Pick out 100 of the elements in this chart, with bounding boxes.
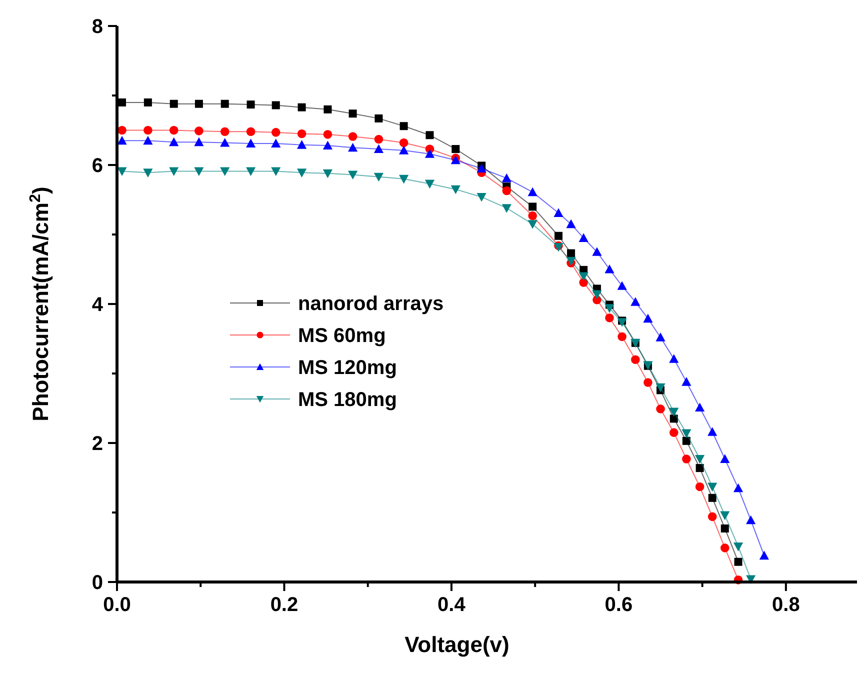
point: [348, 142, 358, 152]
point: [578, 233, 588, 242]
point: [399, 174, 409, 184]
point: [271, 167, 281, 176]
point: [554, 208, 564, 217]
point: [682, 436, 690, 445]
legend-label: nanorod arrays: [298, 293, 444, 315]
point: [144, 98, 152, 106]
point: [452, 145, 460, 154]
point: [374, 114, 383, 122]
point: [220, 167, 230, 176]
point: [144, 126, 152, 135]
point: [708, 512, 717, 522]
point: [194, 137, 204, 146]
x-axis-title: Voltage(v): [404, 632, 510, 657]
point: [169, 126, 178, 135]
point: [733, 483, 744, 492]
point: [118, 126, 126, 135]
point: [670, 414, 678, 423]
point: [118, 98, 126, 106]
point: [631, 355, 640, 364]
point: [682, 377, 692, 386]
point: [720, 454, 730, 463]
point: [348, 132, 358, 141]
point: [643, 314, 653, 323]
point: [476, 164, 486, 172]
y-tick-label: 8: [92, 16, 103, 38]
point: [272, 101, 280, 110]
point: [117, 136, 127, 145]
point: [271, 138, 281, 148]
point: [528, 211, 537, 220]
point: [578, 272, 588, 281]
point: [630, 297, 640, 306]
point: [682, 454, 691, 464]
point: [143, 168, 153, 178]
point: [143, 136, 153, 145]
point: [246, 100, 255, 109]
point: [400, 122, 408, 130]
point: [644, 378, 652, 387]
point: [528, 187, 538, 196]
legend-label: MS 180mg: [298, 389, 397, 411]
point: [297, 129, 306, 138]
point: [296, 140, 307, 149]
point: [617, 281, 627, 290]
point: [502, 186, 512, 196]
point: [220, 100, 229, 108]
point: [117, 167, 127, 176]
y-tick-label: 4: [92, 294, 104, 316]
point: [424, 149, 435, 158]
point: [424, 180, 435, 189]
point: [579, 278, 588, 287]
x-tick-label: 0.2: [270, 594, 298, 616]
point: [246, 167, 256, 176]
point: [708, 482, 718, 492]
y-tick-label: 0: [92, 572, 103, 594]
point: [618, 332, 626, 342]
point: [708, 427, 718, 436]
x-tick-label: 0.4: [438, 594, 466, 616]
point: [246, 138, 256, 148]
point: [656, 383, 666, 392]
point: [170, 100, 178, 108]
x-tick-label: 0.8: [772, 594, 800, 616]
point: [734, 558, 742, 566]
point: [696, 464, 704, 472]
point: [746, 575, 756, 584]
point: [194, 100, 203, 108]
point: [720, 524, 729, 532]
point: [399, 146, 409, 154]
point: [374, 134, 384, 144]
point: [220, 138, 230, 147]
point: [720, 511, 730, 520]
point: [450, 185, 460, 194]
legend-label: MS 120mg: [298, 357, 397, 379]
point: [604, 264, 614, 274]
point: [695, 402, 705, 412]
point: [566, 219, 576, 228]
point: [476, 192, 486, 202]
point: [528, 202, 537, 211]
point: [374, 144, 384, 154]
point: [746, 515, 756, 524]
point: [656, 404, 665, 414]
point: [695, 482, 704, 492]
point: [271, 128, 280, 137]
point: [502, 204, 512, 213]
point: [298, 103, 306, 112]
point: [169, 167, 179, 176]
point: [169, 137, 179, 146]
y-tick-label: 2: [92, 433, 103, 455]
legend-label: MS 60mg: [298, 325, 386, 347]
point: [592, 290, 602, 300]
point: [605, 314, 614, 322]
x-tick-label: 0.0: [103, 594, 131, 616]
point: [348, 170, 358, 180]
point: [567, 249, 576, 258]
point: [324, 105, 332, 114]
point: [220, 127, 230, 136]
point: [733, 542, 744, 552]
point: [194, 126, 204, 136]
point: [554, 232, 562, 240]
point: [322, 169, 333, 178]
